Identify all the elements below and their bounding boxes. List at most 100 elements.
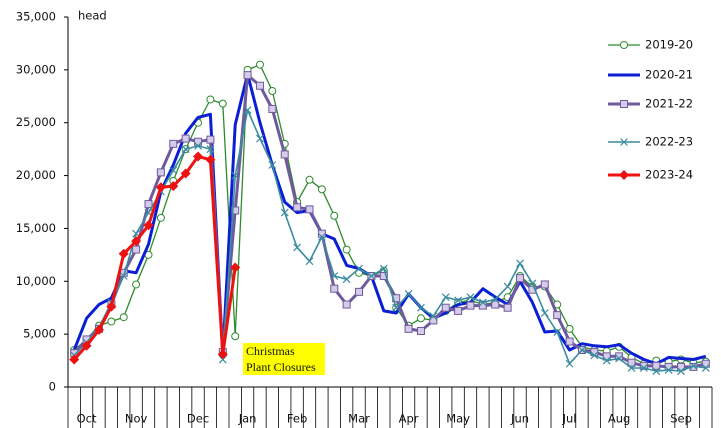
point (503, 303, 512, 312)
point (491, 300, 500, 309)
point (268, 161, 277, 169)
point (516, 274, 525, 283)
series (69, 151, 241, 365)
point (255, 60, 264, 69)
point (565, 337, 574, 346)
annotation-text: Plant Closures (246, 360, 316, 374)
point (218, 355, 227, 364)
point (652, 361, 661, 370)
point (652, 367, 661, 376)
point (528, 279, 537, 288)
point (168, 181, 179, 192)
point (367, 272, 376, 280)
point (701, 364, 710, 372)
point (180, 168, 191, 179)
point (590, 351, 599, 360)
point (330, 284, 339, 293)
point (107, 317, 116, 326)
point (578, 346, 586, 354)
point (639, 364, 648, 372)
y-tick-label: 25,000 (16, 115, 56, 129)
point (330, 272, 339, 280)
annotation: Christmas Plant Closures (243, 343, 325, 375)
point (565, 324, 574, 333)
point (231, 171, 240, 180)
point (144, 200, 153, 209)
legend-marker (620, 138, 628, 146)
x-tick-label: Dec (187, 412, 209, 426)
point (181, 145, 190, 154)
point (205, 154, 216, 165)
point (342, 300, 351, 309)
point (478, 298, 487, 307)
point (454, 306, 463, 315)
x-tick-label: Oct (77, 412, 97, 426)
legend-label: 2023-24 (645, 168, 693, 182)
point (206, 145, 215, 154)
point (627, 358, 636, 367)
point (155, 182, 166, 193)
series (72, 72, 707, 366)
point (280, 150, 289, 159)
point (379, 264, 388, 273)
point (355, 264, 363, 273)
x-tick-label: Sep (670, 412, 692, 426)
point (615, 352, 624, 361)
point (131, 236, 142, 247)
legend-label: 2020-21 (645, 68, 693, 82)
point (156, 213, 165, 222)
point (627, 364, 636, 372)
y-tick-label: 5,000 (23, 327, 56, 341)
series (70, 71, 710, 371)
point (466, 293, 475, 302)
point (404, 290, 413, 298)
point (342, 245, 351, 254)
point (231, 206, 240, 215)
point (69, 354, 80, 365)
series-line (73, 63, 706, 365)
point (169, 166, 178, 175)
point (293, 243, 302, 252)
point (416, 326, 425, 335)
point (602, 356, 611, 365)
point (553, 311, 562, 320)
point (540, 280, 549, 289)
annotation-text: Christmas (246, 344, 295, 358)
point (441, 293, 450, 302)
point (516, 259, 524, 268)
y-tick-label: 15,000 (16, 221, 56, 235)
point (118, 248, 129, 259)
point (416, 314, 425, 323)
point (342, 275, 351, 284)
series-line (73, 73, 707, 369)
x-tick-label: Nov (125, 412, 148, 426)
x-tick-label: May (446, 412, 470, 426)
point (317, 232, 326, 241)
point (132, 280, 141, 289)
point (218, 99, 227, 108)
point (305, 205, 314, 214)
point (615, 354, 624, 363)
point (689, 361, 698, 370)
point (553, 328, 562, 336)
legend-label: 2021-22 (645, 97, 693, 111)
point (491, 295, 500, 304)
point (268, 104, 277, 113)
point (268, 87, 277, 95)
y-tick-label: 35,000 (16, 10, 56, 24)
legend-marker (619, 170, 629, 180)
legend-marker (620, 100, 628, 108)
point (231, 332, 240, 341)
point (256, 134, 264, 143)
point (243, 106, 252, 114)
point (540, 309, 549, 317)
legend-label: 2022-23 (645, 135, 693, 149)
point (317, 185, 326, 194)
point (194, 142, 202, 150)
point (355, 287, 364, 296)
point (379, 272, 388, 280)
point (169, 139, 178, 148)
point (305, 257, 314, 266)
point (217, 349, 228, 360)
series-line (72, 72, 707, 366)
